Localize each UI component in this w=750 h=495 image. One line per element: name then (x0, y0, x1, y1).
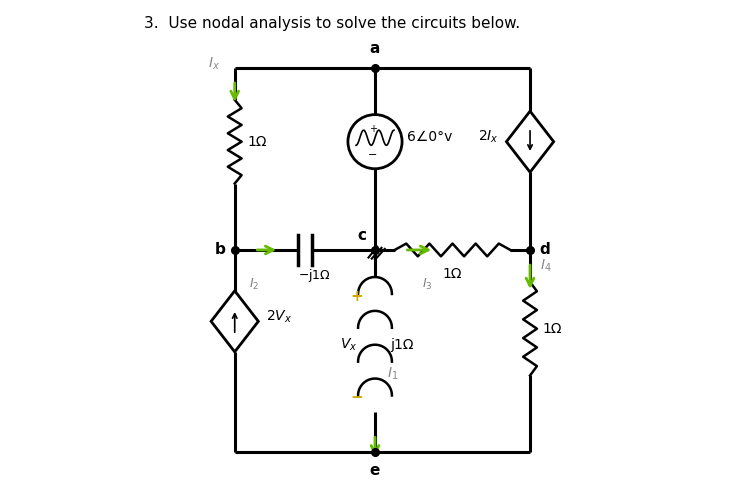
Text: −: − (368, 150, 377, 160)
Text: 1Ω: 1Ω (442, 267, 462, 281)
Text: −: − (350, 390, 363, 405)
Text: 3.  Use nodal analysis to solve the circuits below.: 3. Use nodal analysis to solve the circu… (144, 16, 520, 31)
Text: b: b (215, 243, 226, 257)
Text: c: c (357, 228, 366, 243)
Text: $I_3$: $I_3$ (422, 277, 433, 292)
Text: 2$V_x$: 2$V_x$ (266, 308, 292, 325)
Text: $-$j1Ω: $-$j1Ω (298, 267, 332, 284)
Text: $I_x$: $I_x$ (208, 56, 220, 72)
Text: j1Ω: j1Ω (390, 338, 413, 352)
Text: +: + (368, 124, 376, 135)
Text: $I_1$: $I_1$ (387, 366, 399, 383)
Text: e: e (370, 463, 380, 478)
Text: $I_4$: $I_4$ (540, 258, 551, 274)
Text: d: d (539, 243, 550, 257)
Text: 1Ω: 1Ω (247, 135, 266, 148)
Text: $I_2$: $I_2$ (250, 277, 259, 292)
Text: a: a (370, 41, 380, 55)
Text: 1Ω: 1Ω (542, 322, 562, 336)
Text: $V_x$: $V_x$ (340, 337, 358, 353)
Text: +: + (350, 289, 363, 304)
Text: 2$I_x$: 2$I_x$ (478, 129, 499, 145)
Text: 6∠0°v: 6∠0°v (407, 130, 452, 144)
